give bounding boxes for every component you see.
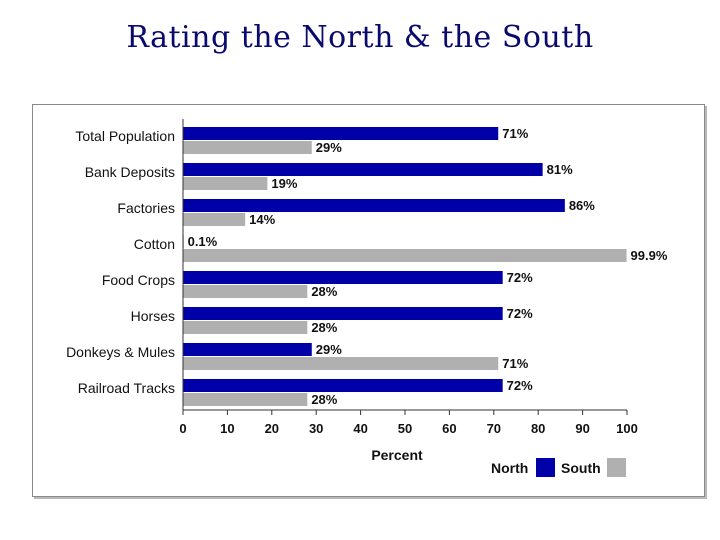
south-value-label: 99.9% xyxy=(631,248,668,263)
north-bar xyxy=(183,127,499,140)
north-bar xyxy=(183,379,503,392)
x-tick-label: 30 xyxy=(309,421,323,436)
north-value-label: 86% xyxy=(569,198,595,213)
south-value-label: 28% xyxy=(311,320,337,335)
north-bar xyxy=(183,163,543,176)
category-label: Bank Deposits xyxy=(85,164,175,180)
south-bar xyxy=(183,249,627,262)
south-value-label: 71% xyxy=(502,356,528,371)
south-value-label: 19% xyxy=(271,176,297,191)
north-bar xyxy=(183,199,565,212)
north-value-label: 72% xyxy=(507,378,533,393)
south-bar xyxy=(183,321,308,334)
x-tick-label: 100 xyxy=(616,421,638,436)
south-bar xyxy=(183,213,246,226)
south-value-label: 28% xyxy=(311,392,337,407)
x-tick-label: 90 xyxy=(575,421,589,436)
x-tick-label: 20 xyxy=(265,421,279,436)
chart-frame: Total Population 71% 29% Bank Deposits 81% 19… xyxy=(32,104,705,497)
category-label: Railroad Tracks xyxy=(78,380,175,396)
category-label: Total Population xyxy=(75,128,175,144)
north-value-label: 71% xyxy=(502,126,528,141)
south-bar xyxy=(183,177,268,190)
north-value-label: 0.1% xyxy=(188,234,218,249)
north-value-label: 81% xyxy=(547,162,573,177)
bar-chart: Total Population 71% 29% Bank Deposits 81% 19… xyxy=(66,119,668,477)
category-label: Cotton xyxy=(134,236,175,252)
north-bar xyxy=(183,343,312,356)
north-bar xyxy=(183,271,503,284)
x-tick-label: 50 xyxy=(398,421,412,436)
legend-label-north: North xyxy=(491,460,528,476)
north-value-label: 72% xyxy=(507,270,533,285)
x-tick-label: 10 xyxy=(220,421,234,436)
category-label: Factories xyxy=(117,200,175,216)
legend-swatch-south xyxy=(607,458,626,477)
south-bar xyxy=(183,285,308,298)
south-value-label: 29% xyxy=(316,140,342,155)
x-tick-label: 80 xyxy=(531,421,545,436)
north-bar xyxy=(183,307,503,320)
x-tick-label: 40 xyxy=(353,421,367,436)
legend-swatch-north xyxy=(536,458,555,477)
page-title: Rating the North & the South xyxy=(126,20,594,55)
north-value-label: 29% xyxy=(316,342,342,357)
south-bar xyxy=(183,357,499,370)
south-value-label: 28% xyxy=(311,284,337,299)
category-label: Donkeys & Mules xyxy=(66,344,175,360)
north-value-label: 72% xyxy=(507,306,533,321)
x-tick-label: 0 xyxy=(179,421,186,436)
category-label: Food Crops xyxy=(102,272,175,288)
x-axis-title: Percent xyxy=(371,447,423,463)
x-tick-label: 70 xyxy=(487,421,501,436)
south-value-label: 14% xyxy=(249,212,275,227)
legend-label-south: South xyxy=(561,460,601,476)
x-tick-label: 60 xyxy=(442,421,456,436)
category-label: Horses xyxy=(131,308,175,324)
south-bar xyxy=(183,141,312,154)
south-bar xyxy=(183,393,308,406)
